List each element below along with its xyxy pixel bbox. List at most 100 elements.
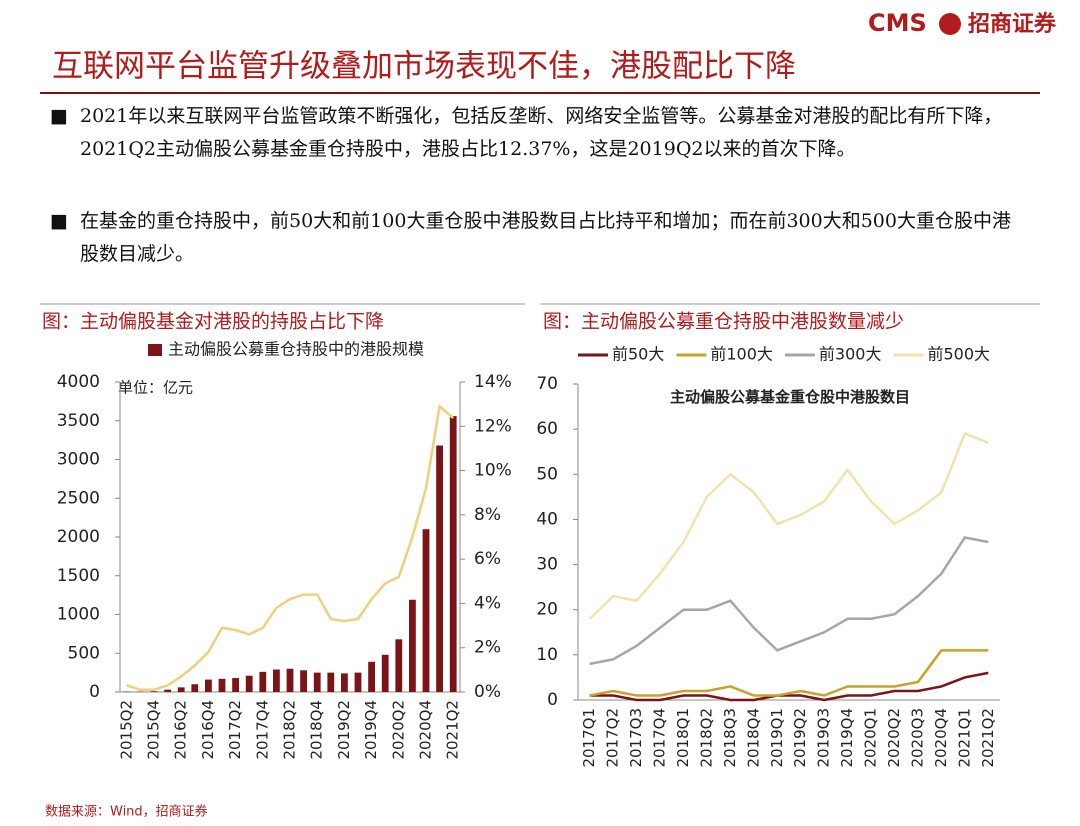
y-tick-label: 50 [536, 464, 558, 484]
bar [381, 654, 389, 692]
x-tick-label: 2017Q2 [226, 700, 244, 760]
bar [218, 678, 226, 692]
legend-label: 前500大 [927, 345, 990, 364]
y-tick-label: 3500 [57, 411, 100, 431]
bar [327, 672, 335, 692]
inner-title: 主动偏股公募基金重仓股中港股数目 [670, 388, 910, 406]
x-tick-label: 2020Q4 [417, 700, 435, 760]
x-tick-label: 2021Q1 [955, 708, 973, 768]
y-tick-label: 10 [536, 645, 558, 665]
x-tick-label: 2018Q4 [744, 708, 762, 768]
bar [300, 670, 307, 692]
bar [259, 671, 267, 692]
x-tick-label: 2017Q2 [604, 708, 622, 768]
y-tick-label: 30 [536, 555, 558, 575]
bar [273, 669, 280, 692]
y-tick-label: 500 [68, 643, 100, 663]
line [589, 671, 989, 702]
y2-tick-label: 14% [474, 372, 512, 392]
bar [368, 661, 375, 692]
line [588, 432, 989, 620]
y2-tick-label: 8% [474, 505, 501, 525]
bar [191, 684, 199, 692]
brand: 招商证券 [968, 11, 1057, 37]
y-tick-label: 40 [536, 509, 558, 529]
y-tick-label: 70 [536, 374, 558, 394]
chart-title: 图：主动偏股基金对港股的持股占比下降 [42, 311, 384, 333]
x-tick-label: 2021Q2 [444, 700, 462, 760]
bullet-text: 2021年以来互联网平台监管政策不断强化，包括反垄断、网络安全监管等。公募基金对… [80, 105, 1003, 160]
x-tick-label: 2019Q4 [362, 700, 380, 760]
x-tick-label: 2018Q3 [721, 708, 739, 768]
bar [409, 599, 416, 692]
y2-tick-label: 4% [474, 593, 501, 613]
y-tick-label: 4000 [57, 372, 100, 392]
y-tick-label: 0 [89, 682, 100, 702]
slide-title: 互联网平台监管升级叠加市场表现不佳，港股配比下降 [52, 49, 796, 85]
bar [245, 675, 253, 692]
unit-note: 单位：亿元 [118, 379, 193, 397]
y-tick-label: 2500 [57, 488, 100, 508]
bar [232, 678, 239, 692]
logo-icon [939, 13, 961, 35]
y2-tick-label: 10% [474, 461, 512, 481]
y-tick-label: 60 [536, 419, 558, 439]
bullet-mark: ■ [50, 210, 68, 232]
y-tick-label: 1500 [57, 566, 100, 586]
line [589, 536, 989, 666]
x-tick-label: 2020Q3 [908, 708, 926, 768]
x-tick-label: 2018Q1 [674, 708, 692, 768]
x-tick-label: 2016Q4 [199, 700, 217, 760]
y2-tick-label: 12% [474, 416, 512, 436]
x-tick-label: 2017Q1 [580, 708, 598, 768]
legend-swatch [148, 344, 162, 356]
bar [150, 691, 158, 692]
bar [177, 687, 185, 692]
bullet-mark: ■ [50, 105, 68, 127]
x-tick-label: 2017Q4 [253, 700, 271, 760]
x-tick-label: 2020Q2 [389, 700, 407, 760]
bullet: ■ 在基金的重仓持股中，前50大和前100大重仓股中港股数目占比持平和增加；而在前… [50, 205, 1025, 271]
bar [341, 673, 348, 692]
bar [436, 445, 443, 692]
y-tick-label: 20 [536, 600, 558, 620]
x-tick-label: 2019Q3 [815, 708, 833, 768]
bar [395, 639, 403, 692]
line [126, 403, 455, 692]
x-tick-label: 2018Q4 [308, 700, 326, 760]
legend-label: 前100大 [710, 345, 773, 364]
chart-title: 图：主动偏股公募重仓持股中港股数量减少 [543, 311, 904, 333]
bar [164, 689, 171, 692]
legend-label: 前300大 [819, 345, 882, 364]
bullet-text: 在基金的重仓持股中，前50大和前100大重仓股中港股数目占比持平和增加；而在前3… [80, 210, 1011, 265]
x-tick-label: 2017Q3 [627, 708, 645, 768]
x-tick-label: 2020Q1 [862, 708, 880, 768]
bar [205, 679, 212, 692]
x-tick-label: 2016Q2 [172, 700, 190, 760]
bar [449, 416, 457, 692]
y2-tick-label: 0% [474, 682, 501, 702]
bar [354, 672, 362, 692]
x-tick-label: 2019Q1 [768, 708, 786, 768]
y-tick-label: 3000 [57, 450, 100, 470]
legend-label: 前50大 [612, 345, 664, 364]
bar [422, 529, 430, 692]
x-tick-label: 2019Q2 [791, 708, 809, 768]
bar [313, 672, 321, 692]
x-tick-label: 2015Q4 [145, 700, 163, 760]
x-tick-label: 2018Q2 [697, 708, 715, 768]
line [589, 649, 989, 697]
y-tick-label: 2000 [57, 527, 100, 547]
x-tick-label: 2020Q4 [932, 708, 950, 768]
bar [286, 668, 294, 692]
logo: CMS [868, 9, 927, 37]
y-tick-label: 0 [547, 690, 558, 710]
x-tick-label: 2015Q2 [117, 700, 135, 760]
y-tick-label: 1000 [57, 605, 100, 625]
x-tick-label: 2018Q2 [281, 700, 299, 760]
x-tick-label: 2017Q4 [651, 708, 669, 768]
source: 数据来源：Wind，招商证券 [45, 804, 208, 820]
x-tick-label: 2021Q2 [979, 708, 997, 768]
